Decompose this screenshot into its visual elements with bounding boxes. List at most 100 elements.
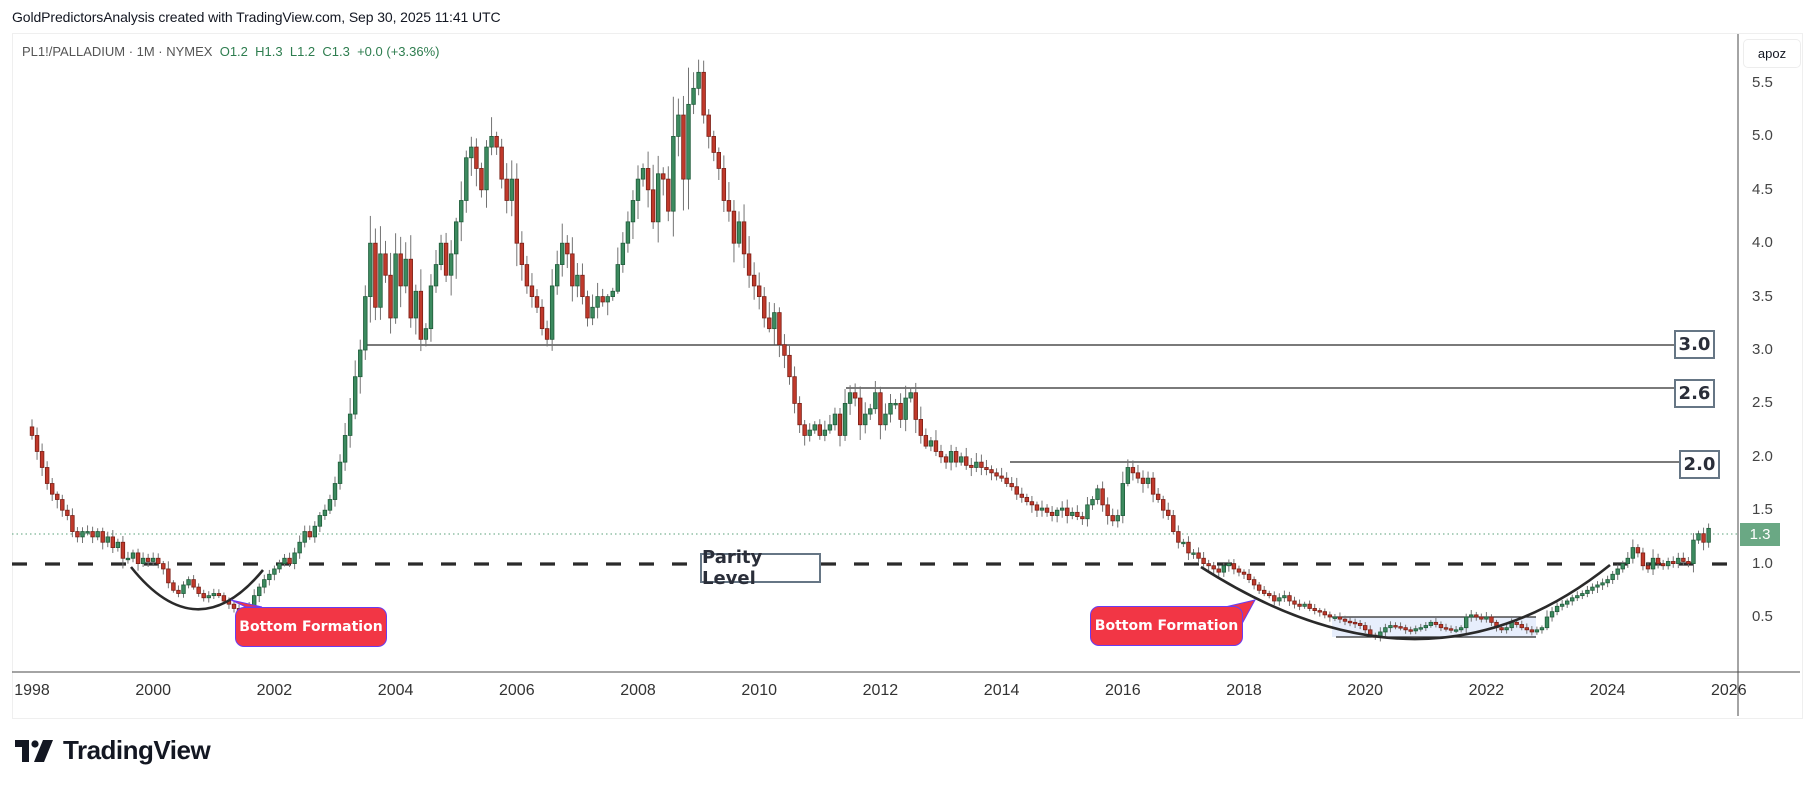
level-3-label[interactable]: 3.0	[1674, 330, 1715, 359]
candle	[1357, 620, 1363, 630]
candle	[393, 233, 398, 324]
candle	[575, 263, 580, 298]
candle	[1413, 625, 1418, 635]
level-2-6-label[interactable]: 2.6	[1674, 379, 1715, 408]
candle	[428, 274, 434, 342]
time-axis-label: 2002	[256, 682, 293, 699]
candle	[1120, 471, 1125, 524]
candle	[716, 147, 721, 180]
scale-mode-button[interactable]: apoz	[1743, 39, 1801, 68]
candle	[792, 366, 797, 414]
candle	[656, 155, 661, 243]
candle	[938, 444, 944, 464]
candle	[964, 447, 969, 470]
price-axis-label: 1.5	[1752, 501, 1773, 519]
candle	[1100, 481, 1105, 512]
ohlc-open: O1.2	[219, 44, 248, 59]
candle	[140, 552, 146, 567]
candle	[342, 422, 348, 471]
candle	[110, 530, 115, 554]
candle	[1060, 501, 1065, 518]
candle	[1671, 556, 1676, 568]
candle	[1388, 621, 1393, 633]
candle	[504, 163, 509, 214]
candle	[1438, 621, 1444, 632]
time-axis-label: 2008	[620, 682, 656, 699]
candle	[302, 525, 307, 548]
candle	[999, 467, 1004, 482]
candle	[105, 531, 110, 548]
candle	[726, 182, 732, 222]
candle	[1559, 600, 1565, 611]
candle	[787, 344, 792, 385]
candle	[1125, 459, 1131, 487]
candle	[1065, 499, 1070, 524]
candle	[1464, 613, 1469, 635]
candle	[1701, 527, 1706, 551]
candle	[888, 394, 893, 423]
candle	[433, 249, 439, 293]
candle	[544, 320, 550, 347]
candle	[741, 204, 747, 269]
candle	[211, 588, 216, 600]
candle	[484, 140, 489, 208]
candle	[368, 215, 373, 323]
candle	[176, 585, 181, 598]
candle	[565, 235, 570, 269]
candle	[1342, 615, 1348, 626]
candle	[1474, 611, 1479, 621]
candle	[282, 553, 287, 567]
candle	[1155, 487, 1161, 503]
candle	[893, 398, 898, 410]
candle	[388, 252, 393, 334]
candle	[1575, 591, 1580, 602]
candle	[943, 453, 949, 469]
candle	[1393, 622, 1398, 630]
tradingview-logo[interactable]: TradingView	[15, 735, 211, 766]
candle	[691, 72, 696, 115]
candle	[696, 59, 701, 96]
candle	[257, 583, 262, 603]
candle	[757, 272, 762, 310]
candle	[1610, 570, 1615, 584]
last-price-badge: 1.3	[1740, 523, 1780, 546]
level-2-label[interactable]: 2.0	[1679, 450, 1720, 479]
candle	[898, 393, 903, 428]
candle	[928, 436, 934, 452]
ohlc-high: H1.3	[255, 44, 283, 59]
candle	[1660, 559, 1666, 570]
candle	[1554, 602, 1560, 616]
candle	[1161, 495, 1166, 519]
candle	[817, 419, 822, 440]
symbol-name[interactable]: PL1!/PALLADIUM · 1M · NYMEX	[22, 44, 213, 59]
candle	[1024, 493, 1030, 506]
candle	[1211, 561, 1216, 575]
candle	[1676, 552, 1681, 569]
bottom-formation-callout-left[interactable]: Bottom Formation	[235, 607, 387, 647]
candle	[120, 536, 126, 569]
candle	[1549, 607, 1555, 622]
bottom-formation-callout-right[interactable]: Bottom Formation	[1090, 606, 1243, 646]
candle	[640, 163, 646, 187]
candle	[115, 538, 121, 552]
candle	[676, 98, 681, 157]
price-axis-label: 1.0	[1752, 554, 1773, 572]
candle	[459, 181, 464, 242]
chart-panel[interactable]	[12, 33, 1803, 719]
candle	[499, 138, 504, 189]
candle	[358, 339, 363, 394]
candle	[903, 385, 908, 432]
parity-level-label[interactable]: Parity Level	[700, 547, 821, 589]
candle	[1519, 620, 1524, 631]
candle	[858, 386, 863, 440]
candle	[262, 574, 267, 594]
candle	[1054, 507, 1060, 523]
candle	[1262, 586, 1267, 597]
candle	[595, 282, 600, 319]
candle	[135, 548, 141, 571]
candle	[514, 163, 519, 267]
candle	[100, 527, 105, 550]
candle	[166, 561, 171, 589]
time-axis-label: 2014	[983, 682, 1020, 699]
